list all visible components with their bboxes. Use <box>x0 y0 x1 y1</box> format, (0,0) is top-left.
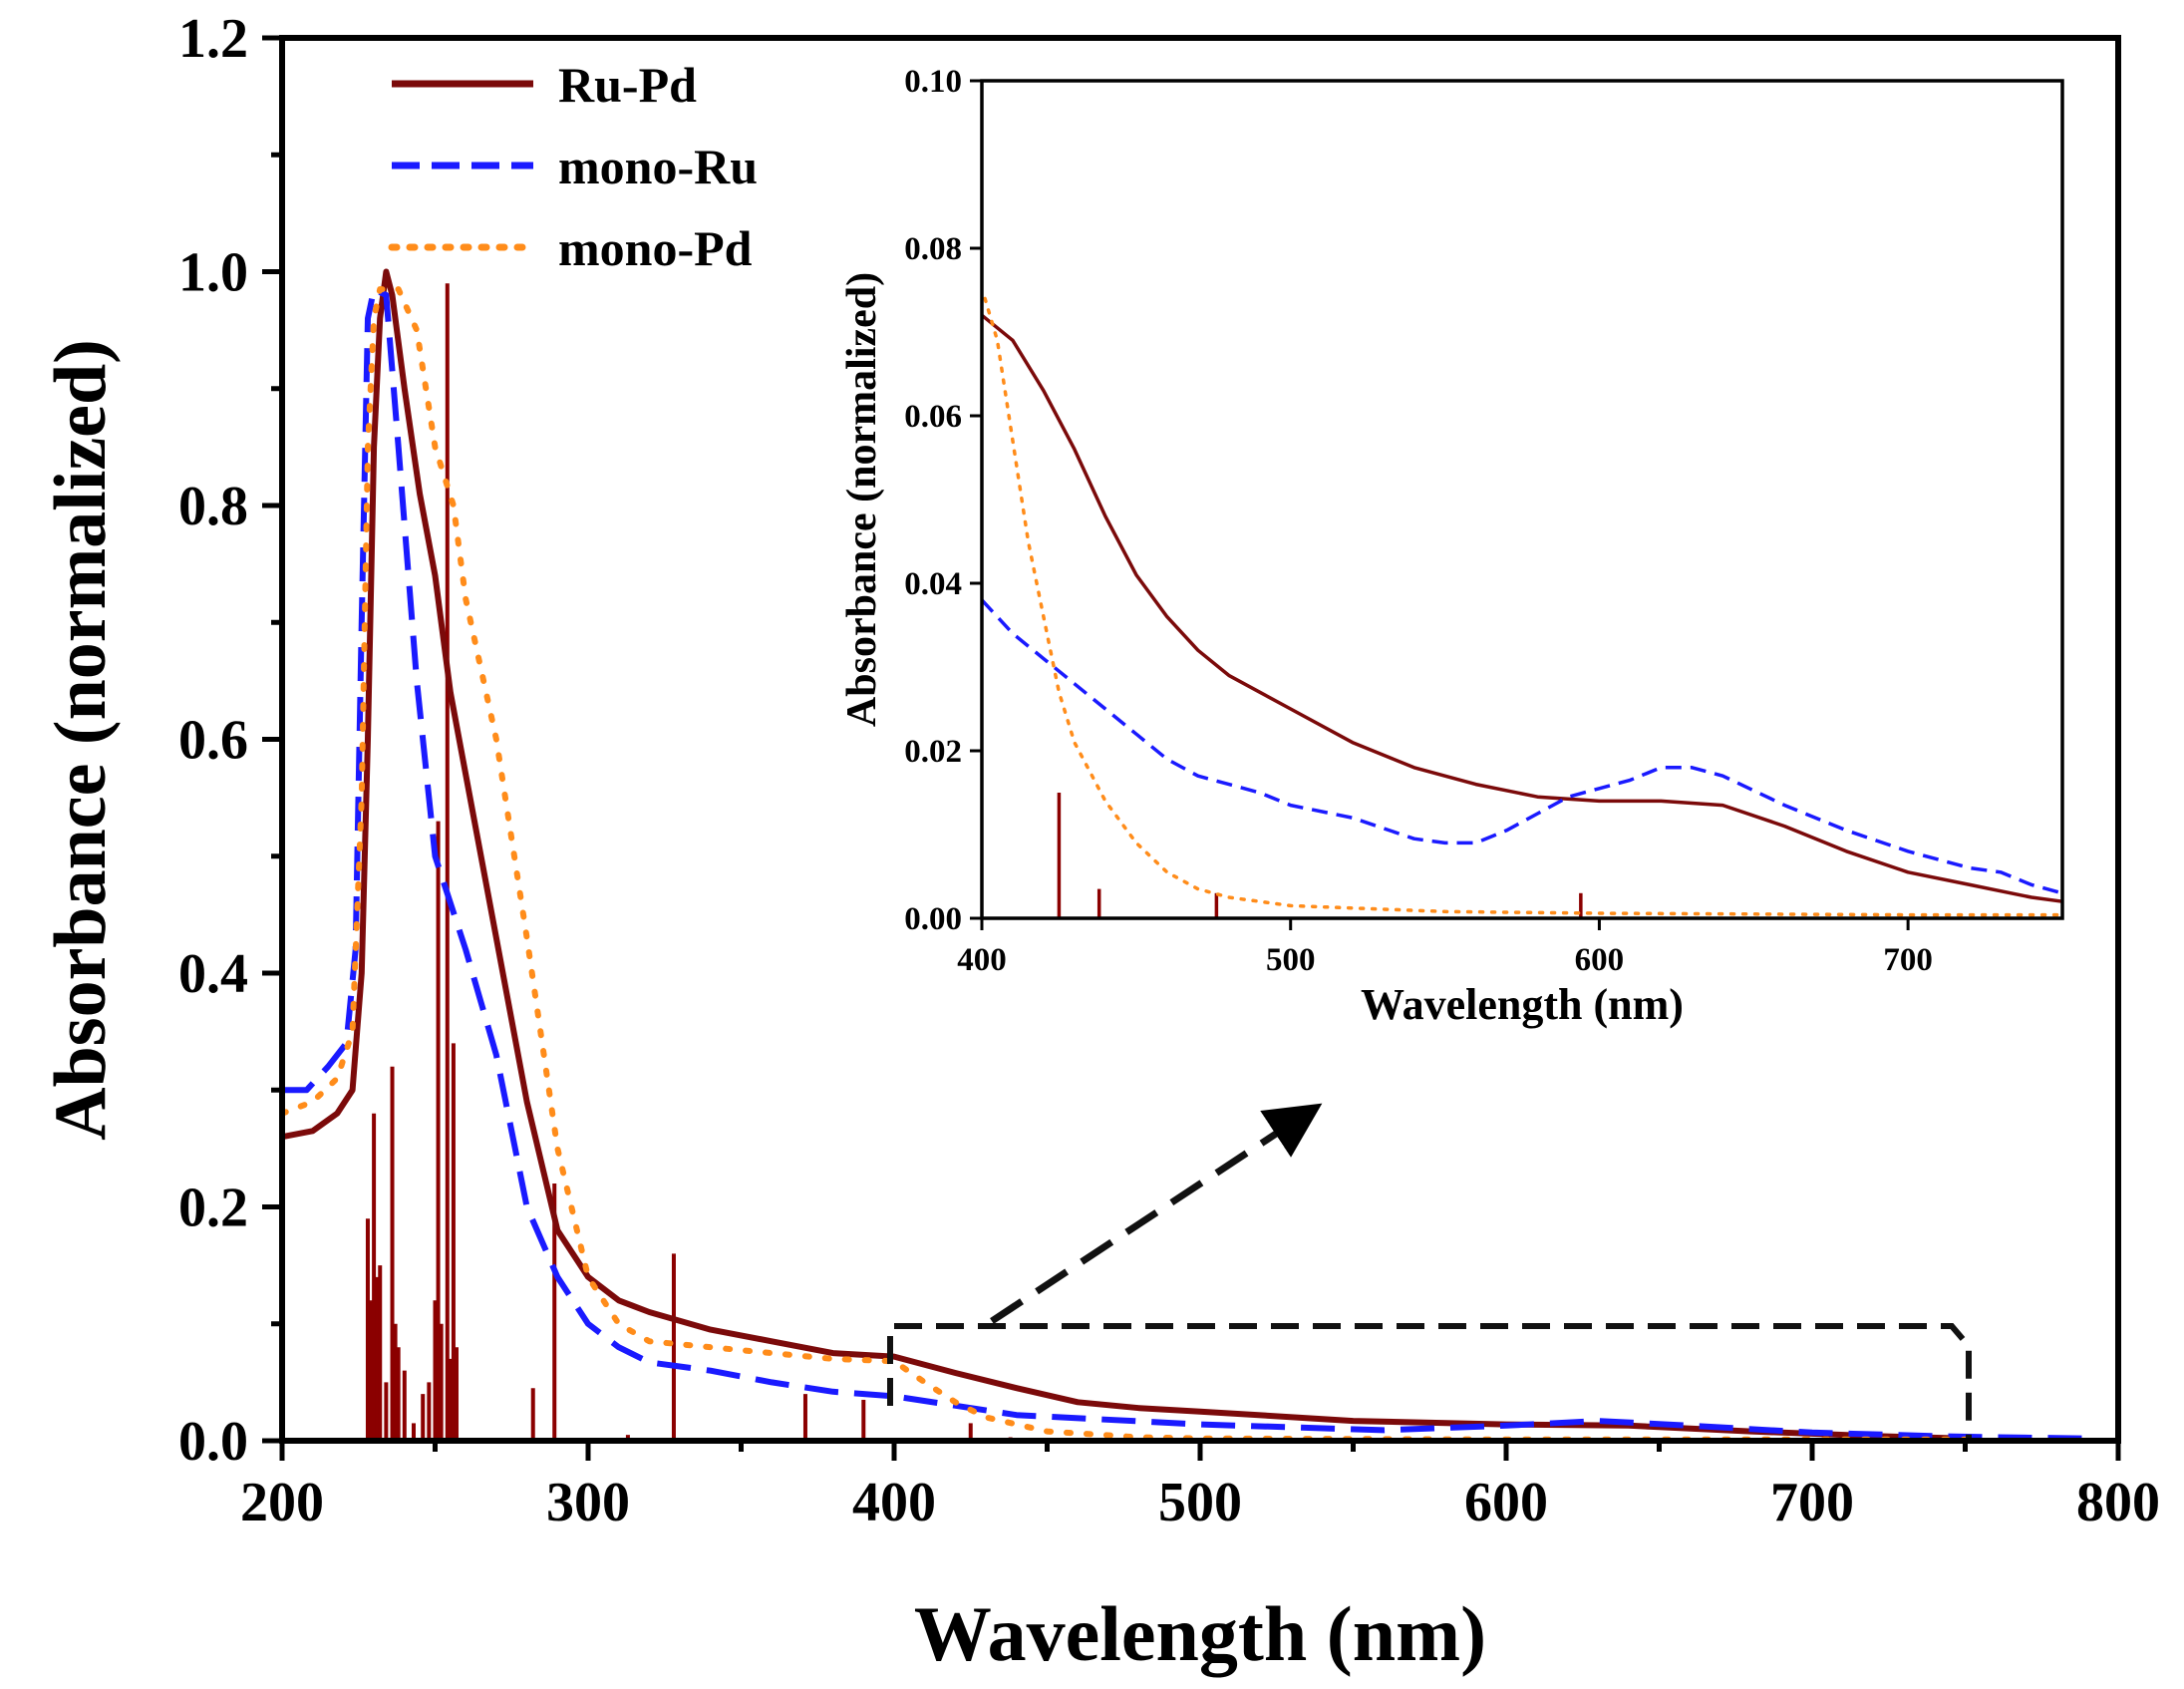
y-tick-label: 0.02 <box>904 734 962 770</box>
inset-stick-spectrum <box>1057 793 1583 918</box>
series-ru-pd-line <box>281 268 1966 1442</box>
y-tick-label: 0.0 <box>178 1411 248 1473</box>
legend-label-ru-pd: Ru-Pd <box>558 57 697 113</box>
legend: Ru-Pd mono-Ru mono-Pd <box>388 57 758 276</box>
y-tick-label: 0.2 <box>178 1178 248 1239</box>
legend-label-mono-ru: mono-Ru <box>558 139 758 194</box>
main-x-axis: 200 300 400 500 600 700 800 <box>240 1441 2160 1533</box>
x-tick-label: 600 <box>1575 942 1625 978</box>
x-tick-label: 400 <box>957 942 1007 978</box>
y-tick-label: 0.06 <box>904 399 962 435</box>
inset-y-axis-title: Absorbance (normalized) <box>839 272 885 727</box>
inset-background <box>982 81 2062 918</box>
main-chart: 200 300 400 500 600 700 800 0.0 0.2 0.4 0.6 0.8 1.0… <box>40 8 2160 1677</box>
x-tick-label: 200 <box>240 1472 324 1533</box>
y-tick-label: 0.6 <box>178 710 248 772</box>
main-y-axis: 0.0 0.2 0.4 0.6 0.8 1.0 1.2 <box>178 8 282 1473</box>
main-x-axis-title: Wavelength (nm) <box>914 1590 1486 1677</box>
inset-chart: 400 500 600 700 0.00 0.02 0.04 0.06 0.08 0.10 Wa… <box>839 64 2064 1029</box>
y-tick-label: 1.0 <box>178 242 248 304</box>
series-mono-pd-line <box>983 296 2064 917</box>
series-ru-pd-line <box>980 313 2063 903</box>
y-tick-label: 0.00 <box>904 901 962 937</box>
x-tick-label: 800 <box>2076 1472 2160 1533</box>
legend-entry-mono-pd: mono-Pd <box>388 220 753 276</box>
y-tick-label: 0.08 <box>904 231 962 267</box>
inset-x-axis: 400 500 600 700 <box>957 918 1933 978</box>
x-tick-label: 500 <box>1158 1472 1242 1533</box>
series-mono-pd-line <box>279 286 1969 1443</box>
zoom-arrow <box>990 1103 1323 1324</box>
legend-entry-ru-pd: Ru-Pd <box>392 57 697 113</box>
x-tick-label: 600 <box>1464 1472 1548 1533</box>
x-tick-label: 300 <box>546 1472 630 1533</box>
main-y-axis-title: Absorbance (normalized) <box>40 339 122 1141</box>
x-tick-label: 700 <box>1770 1472 1854 1533</box>
main-series-group <box>279 268 2088 1443</box>
y-tick-label: 0.8 <box>178 476 248 537</box>
y-tick-label: 1.2 <box>178 8 248 70</box>
legend-label-mono-pd: mono-Pd <box>558 220 753 276</box>
series-mono-ru-line <box>282 286 2088 1442</box>
x-tick-label: 500 <box>1266 942 1316 978</box>
legend-entry-mono-ru: mono-Ru <box>392 139 758 194</box>
series-mono-ru-line <box>980 598 2063 895</box>
y-tick-label: 0.4 <box>178 943 248 1005</box>
inset-plot-frame <box>980 79 2064 920</box>
zoom-region-box <box>887 1323 1972 1438</box>
y-tick-label: 0.10 <box>904 64 962 100</box>
inset-x-axis-title: Wavelength (nm) <box>1361 980 1684 1029</box>
y-tick-label: 0.04 <box>904 566 962 602</box>
x-tick-label: 700 <box>1883 942 1933 978</box>
inset-series-group <box>980 296 2064 917</box>
x-tick-label: 400 <box>852 1472 936 1533</box>
inset-y-axis: 0.00 0.02 0.04 0.06 0.08 0.10 <box>904 64 982 937</box>
